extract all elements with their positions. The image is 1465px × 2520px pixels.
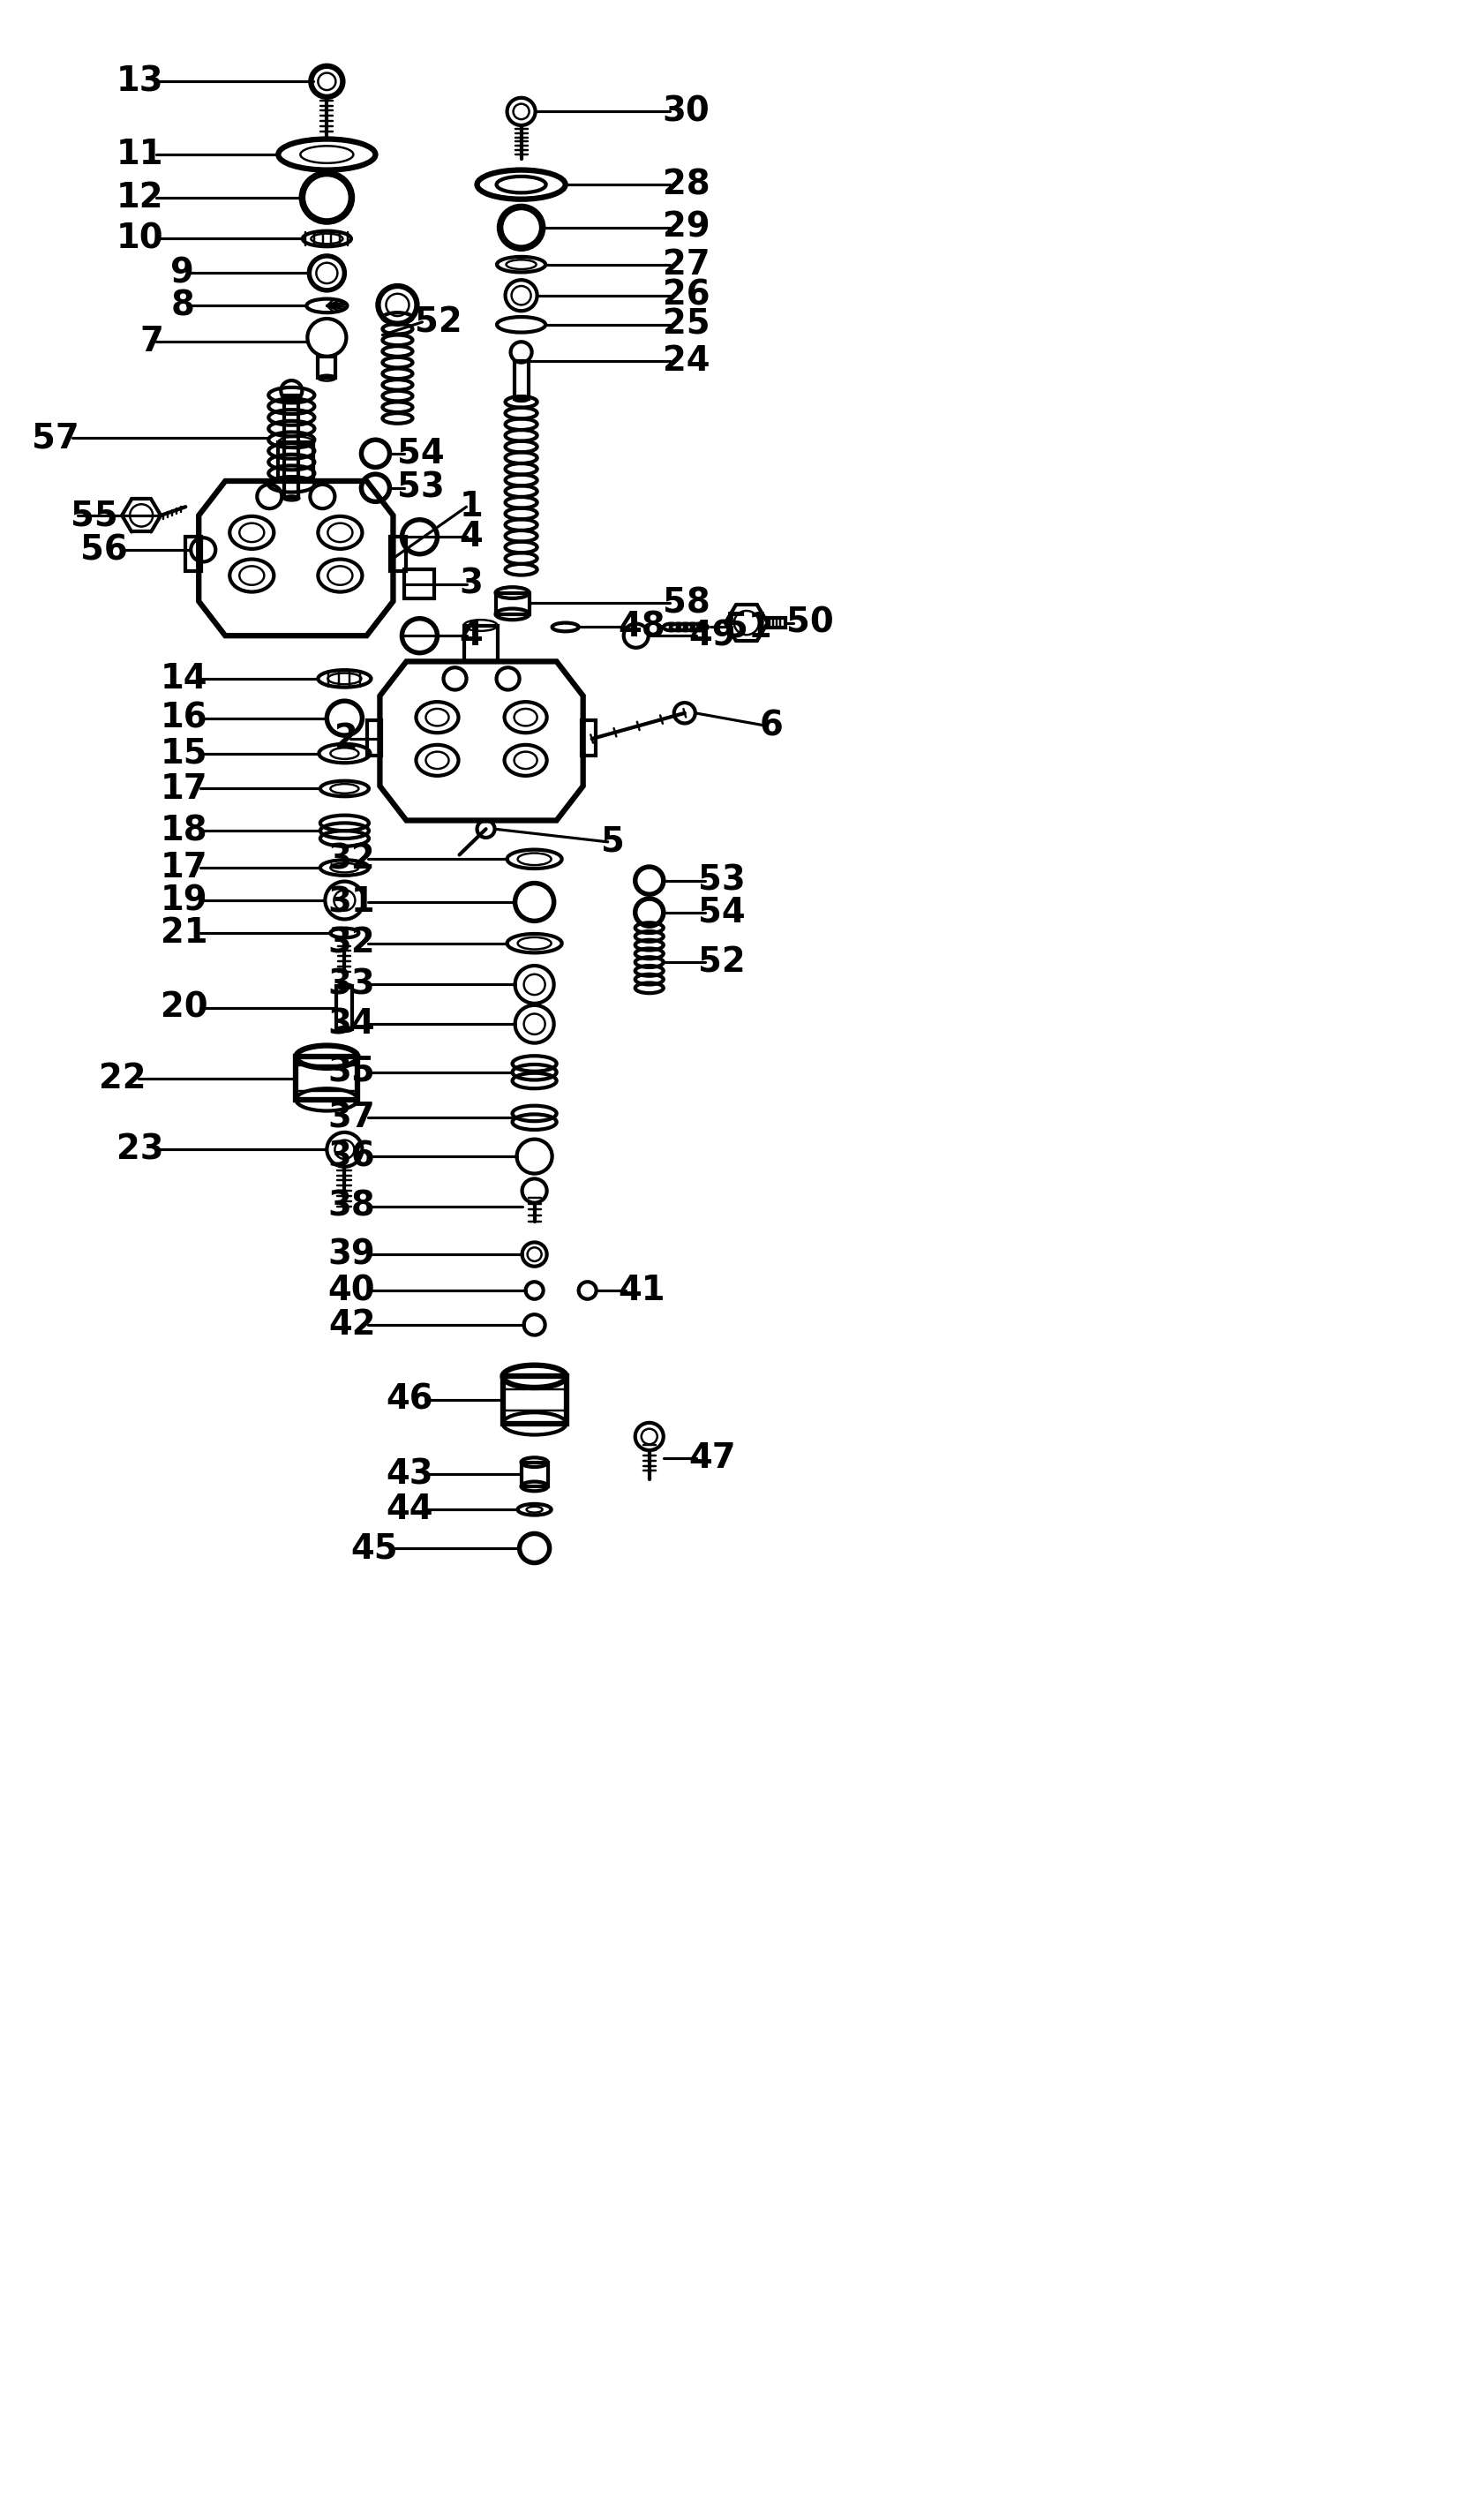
- Text: 46: 46: [385, 1383, 432, 1416]
- Bar: [337, 985, 353, 1028]
- Text: 57: 57: [32, 421, 79, 456]
- Text: 26: 26: [662, 280, 709, 312]
- Text: 44: 44: [385, 1492, 432, 1527]
- Text: 15: 15: [160, 736, 208, 771]
- Text: 49: 49: [689, 620, 735, 653]
- Bar: [404, 570, 435, 600]
- Text: 14: 14: [160, 663, 208, 696]
- Text: 36: 36: [328, 1139, 375, 1174]
- Bar: [368, 721, 381, 756]
- Text: 8: 8: [170, 290, 195, 323]
- Text: 32: 32: [328, 927, 375, 960]
- Text: 53: 53: [697, 864, 746, 897]
- Text: 58: 58: [662, 587, 709, 620]
- Text: 25: 25: [662, 307, 709, 343]
- Text: 42: 42: [328, 1308, 375, 1341]
- Bar: [582, 721, 595, 756]
- Text: 54: 54: [397, 436, 445, 471]
- Text: 13: 13: [116, 66, 164, 98]
- Text: 18: 18: [160, 814, 208, 847]
- Text: 22: 22: [98, 1061, 145, 1096]
- Text: 55: 55: [70, 499, 119, 532]
- Text: 47: 47: [689, 1441, 735, 1474]
- Text: 30: 30: [662, 96, 709, 129]
- Text: 24: 24: [662, 345, 709, 378]
- Bar: [522, 1462, 548, 1487]
- Text: 34: 34: [328, 1008, 375, 1041]
- Text: 33: 33: [328, 968, 375, 1000]
- Text: 40: 40: [328, 1273, 375, 1308]
- Text: 45: 45: [350, 1532, 397, 1565]
- Text: 4: 4: [459, 519, 483, 554]
- Text: 48: 48: [618, 610, 665, 645]
- Text: 39: 39: [328, 1237, 375, 1270]
- Text: 52: 52: [415, 305, 463, 340]
- Text: 23: 23: [116, 1134, 164, 1167]
- Text: 11: 11: [116, 139, 164, 171]
- Bar: [318, 355, 335, 378]
- Text: 31: 31: [328, 885, 375, 920]
- Text: 1: 1: [459, 491, 483, 524]
- Bar: [186, 537, 201, 572]
- Text: 37: 37: [328, 1101, 375, 1134]
- Bar: [296, 1056, 357, 1099]
- Text: 51: 51: [724, 610, 772, 645]
- Text: 35: 35: [328, 1056, 375, 1089]
- Bar: [768, 617, 785, 627]
- Bar: [278, 444, 314, 481]
- Text: 29: 29: [662, 212, 709, 244]
- Text: 19: 19: [160, 885, 208, 917]
- Bar: [284, 396, 299, 499]
- Text: 21: 21: [160, 917, 208, 950]
- Text: 28: 28: [662, 169, 709, 202]
- Text: 3: 3: [459, 567, 483, 600]
- Text: 52: 52: [697, 945, 744, 980]
- Text: 9: 9: [170, 257, 195, 290]
- Text: 17: 17: [160, 852, 208, 885]
- Bar: [495, 592, 529, 615]
- Text: 17: 17: [160, 771, 208, 806]
- Text: 56: 56: [81, 534, 127, 567]
- Text: 53: 53: [397, 471, 445, 504]
- Bar: [502, 1376, 565, 1424]
- Text: 38: 38: [328, 1189, 375, 1222]
- Text: 7: 7: [139, 325, 164, 358]
- Bar: [514, 360, 527, 401]
- Text: 16: 16: [160, 701, 208, 736]
- Text: 32: 32: [328, 842, 375, 877]
- Text: 10: 10: [116, 222, 164, 255]
- Text: 4: 4: [459, 620, 483, 653]
- Bar: [390, 537, 406, 572]
- Text: 2: 2: [334, 723, 357, 756]
- Text: 5: 5: [601, 824, 624, 859]
- Bar: [463, 625, 497, 663]
- Text: 27: 27: [662, 247, 709, 282]
- Text: 43: 43: [385, 1457, 432, 1492]
- Text: 20: 20: [160, 990, 208, 1026]
- Text: 12: 12: [116, 181, 164, 214]
- Text: 50: 50: [785, 607, 834, 640]
- Text: 41: 41: [618, 1273, 665, 1308]
- Text: 54: 54: [697, 895, 744, 930]
- Text: 6: 6: [759, 708, 784, 743]
